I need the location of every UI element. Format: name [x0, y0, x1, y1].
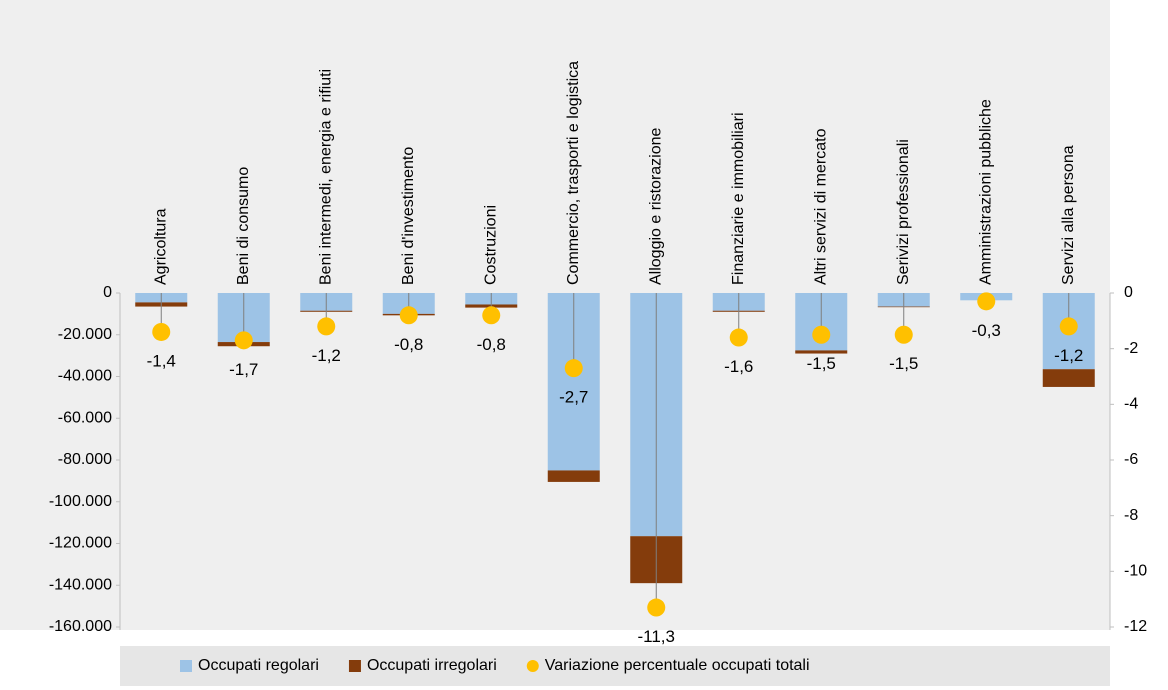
legend-box — [120, 646, 1110, 686]
y2-tick-label: -6 — [1124, 451, 1138, 468]
y-tick-label: -120.000 — [49, 535, 112, 552]
y-tick-label: -40.000 — [58, 368, 112, 385]
legend-swatch — [180, 660, 192, 672]
y-tick-label: -140.000 — [49, 576, 112, 593]
x-tick-label: Serivizi professionali — [895, 139, 912, 285]
data-label: -1,4 — [147, 351, 176, 370]
dot — [647, 598, 666, 617]
y-tick-label: -160.000 — [49, 618, 112, 635]
data-label: -2,7 — [559, 388, 588, 407]
dot — [894, 325, 913, 344]
legend-swatch — [348, 660, 361, 672]
dot — [1059, 317, 1078, 336]
dot — [399, 306, 418, 325]
y-tick-label: -60.000 — [58, 409, 112, 426]
x-tick-label: Commercio, trasporti e logistica — [565, 61, 582, 285]
dot — [729, 328, 748, 347]
x-tick-label: Altri servizi di mercato — [812, 128, 829, 285]
y2-tick-label: -2 — [1124, 340, 1138, 357]
bar — [1042, 369, 1095, 387]
bar — [795, 350, 848, 354]
legend-label: Variazione percentuale occupati totali — [545, 657, 810, 674]
data-label: -11,3 — [638, 627, 676, 646]
y-tick-label: -80.000 — [58, 451, 112, 468]
x-tick-label: Beni di consumo — [235, 167, 252, 285]
data-label: -0,8 — [477, 335, 506, 354]
x-tick-label: Amministrazioni pubbliche — [977, 99, 994, 285]
y-tick-label: 0 — [103, 284, 112, 301]
data-label: -1,2 — [1054, 346, 1083, 365]
data-label: -1,6 — [724, 357, 753, 376]
legend-label: Occupati regolari — [198, 657, 319, 674]
data-label: -0,3 — [972, 321, 1001, 340]
data-label: -1,7 — [229, 360, 258, 379]
dot — [317, 317, 336, 336]
y2-tick-label: -12 — [1124, 618, 1147, 635]
dot — [234, 331, 253, 350]
data-label: -1,5 — [807, 354, 836, 373]
y2-tick-label: -4 — [1124, 396, 1138, 413]
data-label: -1,5 — [889, 354, 918, 373]
y-tick-label: -20.000 — [58, 326, 112, 343]
x-tick-label: Agricoltura — [152, 208, 169, 285]
dot — [482, 306, 501, 325]
x-tick-label: Finanziarie e immobiliari — [730, 113, 747, 286]
y2-tick-label: -8 — [1124, 507, 1138, 524]
data-label: -1,2 — [312, 346, 341, 365]
y-tick-label: -100.000 — [49, 493, 112, 510]
x-tick-label: Servizi alla persona — [1060, 145, 1077, 285]
dot — [564, 359, 583, 378]
x-tick-label: Costruzioni — [482, 205, 499, 285]
bar — [547, 470, 600, 482]
x-tick-label: Alloggio e ristorazione — [647, 127, 664, 285]
x-tick-label: Beni d'investimento — [400, 147, 417, 285]
dot — [977, 292, 996, 311]
legend-swatch — [526, 660, 539, 672]
data-label: -0,8 — [394, 335, 423, 354]
dot — [812, 325, 831, 344]
dot — [152, 322, 171, 341]
y2-tick-label: 0 — [1124, 284, 1133, 301]
x-tick-label: Beni intermedi, energia e rifiuti — [317, 69, 334, 285]
legend-label: Occupati irregolari — [367, 657, 497, 674]
y2-tick-label: -10 — [1124, 563, 1147, 580]
